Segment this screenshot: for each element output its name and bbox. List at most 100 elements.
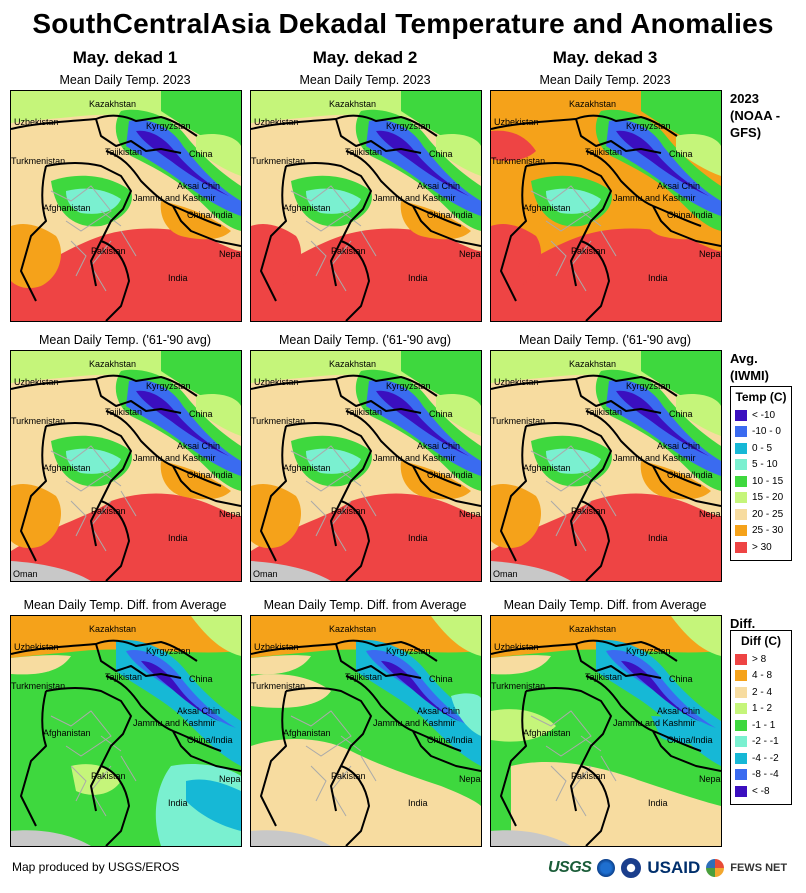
map-label-uzbekistan: Uzbekistan	[14, 377, 59, 387]
diff-legend-label: -2 - -1	[752, 736, 779, 748]
diff-legend-swatch	[735, 769, 747, 781]
map-label-turkmenistan: Turkmenistan	[11, 416, 65, 426]
map-label-china-india: China/India	[187, 735, 233, 745]
map-label-kazakhstan: Kazakhstan	[89, 359, 136, 369]
subtitle-current-3: Mean Daily Temp. 2023	[539, 73, 671, 87]
diff-legend-swatch	[735, 736, 747, 748]
map-label-afghanistan: Afghanistan	[43, 203, 91, 213]
subtitle-current-2: Mean Daily Temp. 2023	[299, 73, 431, 87]
temp-legend-label: -10 - 0	[752, 426, 781, 438]
row-label-avg: Avg. (IWMI)	[730, 351, 769, 383]
map-label-india: India	[648, 273, 668, 283]
map-label-china: China	[189, 149, 213, 159]
diff-legend-swatch	[735, 719, 747, 731]
temp-legend-swatch	[735, 525, 747, 537]
temp-legend-swatch	[735, 409, 747, 421]
map-label-tajikistan: Tajikistan	[345, 147, 382, 157]
map-label-tajikistan: Tajikistan	[105, 147, 142, 157]
partner-logos: USGS USAID FEWS NET	[548, 858, 787, 878]
map-label-india: India	[168, 798, 188, 808]
column-heading-dekad-2: May. dekad 2	[312, 48, 418, 67]
map-label-kyrgyzstan: Kyrgyzstan	[626, 381, 671, 391]
map-label-china-india: China/India	[427, 210, 473, 220]
map-label-jammu-kashmir: Jammu and Kashmir	[133, 718, 216, 728]
map-label-nepal: Nepal	[699, 509, 721, 519]
map-label-kazakhstan: Kazakhstan	[89, 99, 136, 109]
map-label-kyrgyzstan: Kyrgyzstan	[626, 646, 671, 656]
map-label-nepal: Nepal	[699, 249, 721, 259]
map-current-dekad-1: Kazakhstan Uzbekistan Kyrgyzstan Tajikistan…	[10, 90, 242, 322]
temp-legend-item: 10 - 15	[735, 473, 787, 490]
map-label-turkmenistan: Turkmenistan	[491, 681, 545, 691]
diff-legend-item: -2 - -1	[735, 734, 787, 751]
map-label-tajikistan: Tajikistan	[105, 407, 142, 417]
map-label-kazakhstan: Kazakhstan	[569, 99, 616, 109]
temp-legend-heading: Temp (C)	[735, 390, 787, 404]
diff-legend-label: 4 - 8	[752, 670, 773, 682]
map-label-china: China	[669, 409, 693, 419]
map-avg-dekad-1: Kazakhstan Uzbekistan Kyrgyzstan Tajikistan…	[10, 350, 242, 582]
diff-legend-item: -4 - -2	[735, 750, 787, 767]
diff-legend-item: > 8	[735, 651, 787, 668]
map-label-kyrgyzstan: Kyrgyzstan	[386, 381, 431, 391]
diff-legend: Diff (C) > 8 4 - 8 2 - 4 1 - 2 -1 - 1 -2 - -1…	[730, 630, 792, 805]
map-label-afghanistan: Afghanistan	[523, 203, 571, 213]
map-label-uzbekistan: Uzbekistan	[494, 117, 539, 127]
map-label-oman: Oman	[253, 569, 278, 579]
map-label-uzbekistan: Uzbekistan	[14, 642, 59, 652]
map-label-china-india: China/India	[667, 210, 713, 220]
map-label-uzbekistan: Uzbekistan	[494, 642, 539, 652]
diff-legend-swatch	[735, 703, 747, 715]
column-heading-dekad-3: May. dekad 3	[552, 48, 658, 67]
map-label-china: China	[669, 674, 693, 684]
map-current-dekad-2: Kazakhstan Uzbekistan Kyrgyzstan Tajikistan…	[250, 90, 482, 322]
map-label-nepal: Nepal	[459, 509, 481, 519]
temp-legend-item: 5 - 10	[735, 457, 787, 474]
map-label-kyrgyzstan: Kyrgyzstan	[386, 121, 431, 131]
map-label-kyrgyzstan: Kyrgyzstan	[146, 121, 191, 131]
map-label-tajikistan: Tajikistan	[345, 672, 382, 682]
temp-legend-label: > 30	[752, 541, 772, 553]
map-label-jammu-kashmir: Jammu and Kashmir	[373, 453, 456, 463]
subtitle-diff-2: Mean Daily Temp. Diff. from Average	[263, 598, 467, 612]
map-label-pakistan: Pakistan	[571, 771, 606, 781]
map-label-india: India	[408, 798, 428, 808]
map-label-pakistan: Pakistan	[91, 771, 126, 781]
page-title: SouthCentralAsia Dekadal Temperature and…	[32, 8, 774, 39]
map-label-pakistan: Pakistan	[91, 246, 126, 256]
map-credit: Map produced by USGS/EROS	[12, 860, 180, 874]
map-label-india: India	[648, 798, 668, 808]
map-label-uzbekistan: Uzbekistan	[254, 642, 299, 652]
diff-legend-label: < -8	[752, 785, 770, 797]
map-label-oman: Oman	[493, 569, 518, 579]
map-label-china: China	[669, 149, 693, 159]
map-label-jammu-kashmir: Jammu and Kashmir	[373, 718, 456, 728]
temp-legend-item: 25 - 30	[735, 523, 787, 540]
diff-legend-heading: Diff (C)	[741, 634, 781, 648]
map-label-jammu-kashmir: Jammu and Kashmir	[613, 453, 696, 463]
map-label-india: India	[408, 533, 428, 543]
map-label-tajikistan: Tajikistan	[585, 407, 622, 417]
map-label-nepal: Nepal	[219, 774, 241, 784]
temp-legend-label: 0 - 5	[752, 442, 773, 454]
map-label-jammu-kashmir: Jammu and Kashmir	[133, 453, 216, 463]
noaa-logo-icon	[597, 859, 616, 877]
map-label-pakistan: Pakistan	[331, 506, 366, 516]
map-label-uzbekistan: Uzbekistan	[254, 117, 299, 127]
map-diff-dekad-1: Kazakhstan Uzbekistan Kyrgyzstan Tajikistan…	[10, 615, 242, 847]
map-label-nepal: Nepal	[219, 509, 241, 519]
map-label-kyrgyzstan: Kyrgyzstan	[626, 121, 671, 131]
temp-legend-item: 15 - 20	[735, 490, 787, 507]
temp-legend-swatch	[735, 475, 747, 487]
map-current-dekad-3: Kazakhstan Uzbekistan Kyrgyzstan Tajikistan…	[490, 90, 722, 322]
map-label-turkmenistan: Turkmenistan	[491, 156, 545, 166]
map-label-afghanistan: Afghanistan	[523, 728, 571, 738]
map-label-india: India	[408, 273, 428, 283]
map-label-turkmenistan: Turkmenistan	[251, 681, 305, 691]
map-label-afghanistan: Afghanistan	[43, 728, 91, 738]
map-diff-dekad-3: Kazakhstan Uzbekistan Kyrgyzstan Tajikistan…	[490, 615, 722, 847]
diff-legend-item: -8 - -4	[735, 767, 787, 784]
map-label-afghanistan: Afghanistan	[523, 463, 571, 473]
diff-legend-swatch	[735, 653, 747, 665]
temp-legend-label: 20 - 25	[752, 508, 784, 520]
